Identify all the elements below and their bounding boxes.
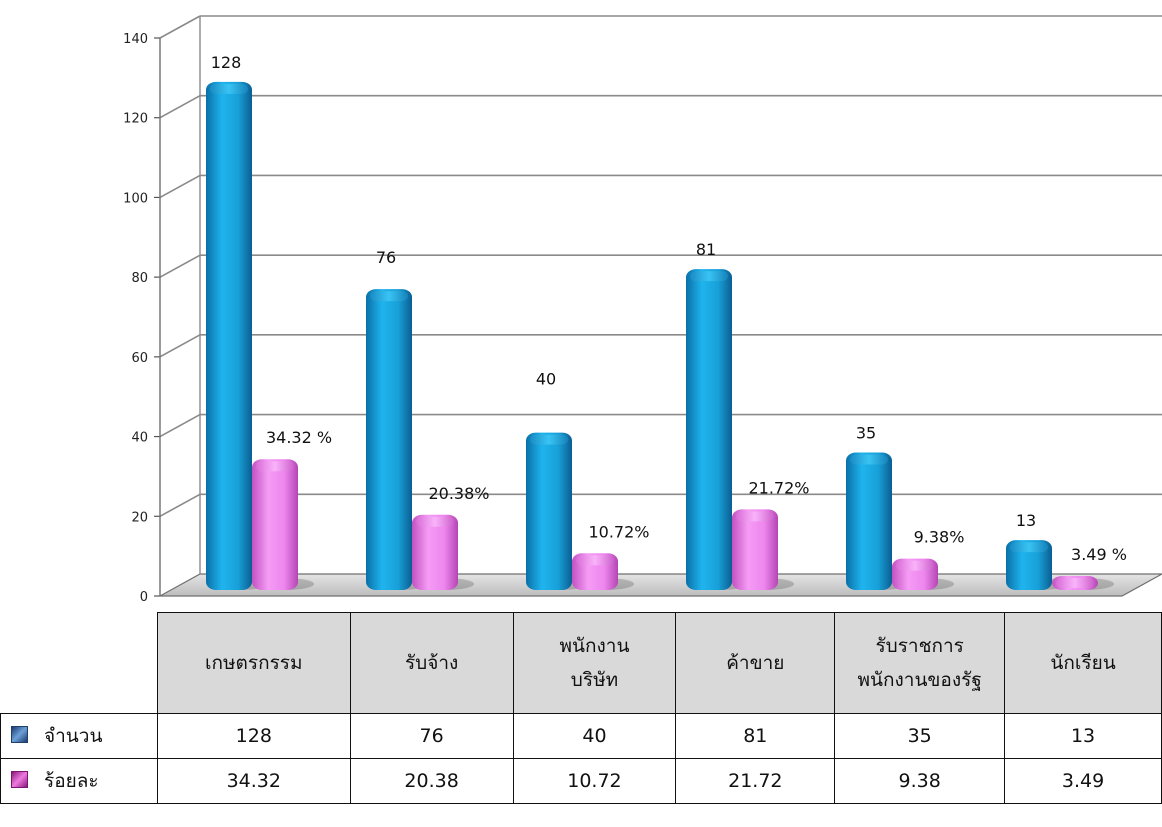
data-label-count: 76 bbox=[376, 248, 396, 267]
bar-count bbox=[846, 452, 908, 590]
gridline-side bbox=[159, 254, 201, 278]
table-cell: 76 bbox=[349, 713, 514, 759]
bar-cap bbox=[896, 560, 934, 571]
data-label-percent: 3.49 % bbox=[1071, 545, 1127, 564]
y-tick-label: 20 bbox=[131, 510, 148, 525]
bar-percent bbox=[1052, 576, 1114, 590]
y-tick-label: 60 bbox=[131, 351, 148, 366]
y-tick-label: 120 bbox=[123, 112, 148, 127]
data-label-percent: 9.38% bbox=[914, 528, 965, 547]
table-cell: 9.38 bbox=[834, 758, 1006, 804]
bar-body bbox=[526, 432, 572, 590]
table-cell: 35 bbox=[834, 713, 1006, 759]
category-header: พนักงาน บริษัท bbox=[512, 612, 677, 714]
y-tick-label: 140 bbox=[123, 32, 148, 47]
table-cell: 128 bbox=[156, 713, 351, 759]
data-label-count: 128 bbox=[211, 53, 242, 72]
data-label-percent: 21.72% bbox=[748, 478, 809, 497]
y-tick-label: 100 bbox=[123, 191, 148, 206]
bar-cap bbox=[416, 516, 454, 527]
data-label-percent: 10.72% bbox=[588, 522, 649, 541]
bar-cap bbox=[210, 83, 248, 94]
gridline-side bbox=[159, 493, 201, 517]
category-header: เกษตรกรรม bbox=[156, 612, 351, 714]
bar-cap bbox=[576, 555, 614, 566]
table-header-row: เกษตรกรรม รับจ้าง พนักงาน บริษัท ค้าขาย … bbox=[1, 612, 1162, 714]
y-tick-label: 40 bbox=[131, 431, 148, 446]
gridline-side bbox=[159, 174, 201, 199]
bar-cap bbox=[1056, 578, 1094, 588]
bar-percent bbox=[412, 514, 474, 590]
data-label-count: 35 bbox=[856, 424, 876, 443]
table-cell: 20.38 bbox=[349, 758, 514, 804]
table-cell: 81 bbox=[675, 713, 836, 759]
table-cell: 40 bbox=[512, 713, 677, 759]
gridline-side bbox=[159, 95, 201, 119]
bar-percent bbox=[252, 459, 314, 590]
bar-body bbox=[846, 452, 892, 590]
table-row: จำนวน 128 76 40 81 35 13 bbox=[0, 713, 1162, 759]
data-label-percent: 34.32 % bbox=[266, 428, 332, 447]
bar-cap bbox=[370, 291, 408, 302]
bars bbox=[206, 81, 1114, 590]
gridline-side bbox=[159, 413, 201, 438]
data-label-percent: 20.38% bbox=[428, 484, 489, 503]
data-table: เกษตรกรรม รับจ้าง พนักงาน บริษัท ค้าขาย … bbox=[0, 612, 1162, 804]
table-cell: 13 bbox=[1004, 713, 1162, 759]
bar-body bbox=[686, 269, 732, 590]
series-label-count: จำนวน bbox=[0, 713, 158, 759]
table-cell: 21.72 bbox=[675, 758, 836, 804]
table-cell: 10.72 bbox=[512, 758, 677, 804]
series-label-percent: ร้อยละ bbox=[0, 758, 158, 804]
bar-body bbox=[252, 459, 298, 590]
category-header: ค้าขาย bbox=[675, 612, 836, 714]
table-cell: 3.49 bbox=[1004, 758, 1162, 804]
data-label-count: 40 bbox=[536, 370, 556, 389]
category-header: นักเรียน bbox=[1004, 612, 1162, 714]
category-header: รับจ้าง bbox=[349, 612, 514, 714]
data-label-count: 13 bbox=[1016, 511, 1036, 530]
data-labels: 128 34.32 % 76 20.38% 40 10.72% 81 21.72% 35 9.38… bbox=[211, 53, 1127, 564]
y-tick-label: 0 bbox=[140, 590, 148, 605]
bar-cap bbox=[736, 511, 774, 522]
bar-body bbox=[412, 514, 458, 590]
bar-percent bbox=[732, 509, 794, 590]
data-label-count: 81 bbox=[696, 240, 716, 259]
bar-cap bbox=[850, 454, 888, 465]
y-tick-label: 80 bbox=[131, 271, 148, 286]
table-row: ร้อยละ 34.32 20.38 10.72 21.72 9.38 3.49 bbox=[0, 758, 1162, 804]
bar-body bbox=[1006, 540, 1052, 590]
table-corner bbox=[1, 613, 158, 714]
bar-cap bbox=[690, 271, 728, 282]
bar-body bbox=[732, 509, 778, 590]
gridline-side bbox=[159, 334, 201, 358]
bar-cap bbox=[530, 434, 568, 445]
bar-cap bbox=[1010, 542, 1048, 553]
bar-count bbox=[526, 432, 588, 590]
legend-key-icon bbox=[11, 771, 28, 788]
bar-cap bbox=[256, 461, 294, 472]
bar-body bbox=[366, 289, 412, 590]
gridline-side bbox=[159, 15, 201, 39]
legend-key-icon bbox=[11, 726, 28, 743]
table-cell: 34.32 bbox=[156, 758, 351, 804]
bar-body bbox=[206, 81, 252, 590]
category-header: รับราชการ พนักงานของรัฐ bbox=[834, 612, 1006, 714]
bar-percent bbox=[572, 553, 634, 590]
bar-percent bbox=[892, 558, 954, 590]
